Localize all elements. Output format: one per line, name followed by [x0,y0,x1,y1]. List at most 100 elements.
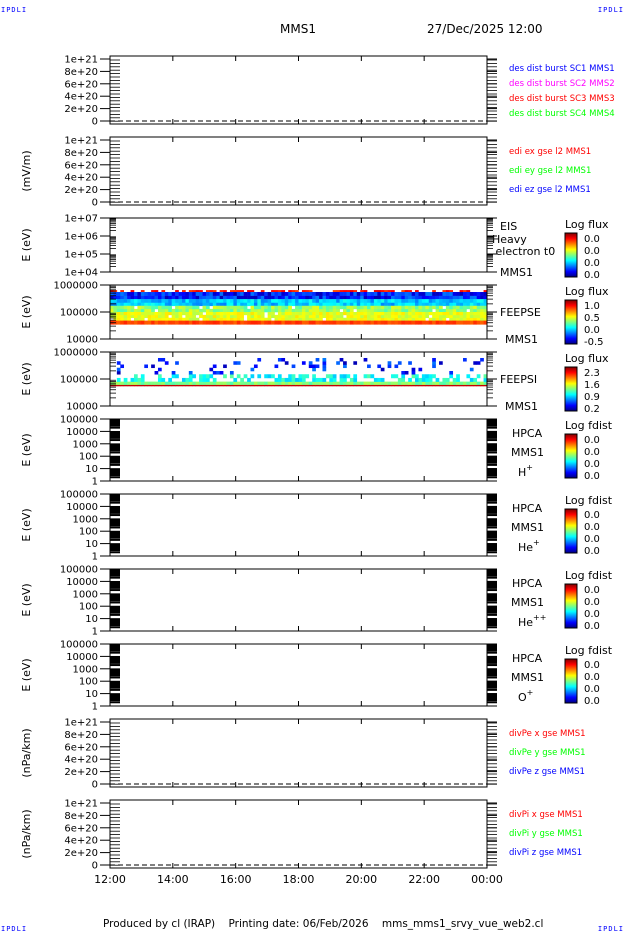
spectrogram-cell [473,377,478,382]
spectrogram-cell [295,317,299,321]
spectrogram-cell [271,320,275,325]
spectrogram-cell [147,314,152,319]
spectrogram-cell [380,312,385,316]
colorbar-title: Log flux [565,285,609,298]
spectrogram-cell [295,314,299,319]
spectrogram-cell [353,292,358,296]
spectrogram-cell [192,312,196,316]
spectrogram-cell [305,320,310,325]
spectrogram-cell [469,314,474,319]
spectrogram-cell [483,374,488,379]
spectrogram-cell [123,295,128,300]
spectrogram-cell [216,308,220,313]
spectrogram-cell [154,317,159,321]
spectrogram-cell [164,292,169,296]
panel-frame [109,418,488,482]
spectrogram-cell [353,381,358,385]
spectrogram-cell [133,317,138,321]
spectrogram-cell [411,312,416,316]
spectrogram-cell [277,308,282,313]
spectrogram-cell [343,317,347,321]
spectrogram-cell [130,295,135,300]
spectrogram-cell [305,305,310,310]
spectrogram-cell [188,370,193,375]
spectrogram-cell [360,384,364,387]
spectrogram-cell [236,320,241,325]
instrument-label: HPCA [512,427,543,440]
spectrogram-cell [226,314,231,319]
spectrogram-cell [397,314,402,319]
spectrogram-cell [123,312,128,316]
spectrogram-cell [185,320,190,325]
spectrogram-cell [209,381,214,385]
spectrogram-cell [274,308,279,313]
spectrogram-cell [157,317,162,321]
spectrogram-cell [247,320,251,325]
spectrogram-cell [305,308,310,313]
spectrogram-cell [271,305,275,310]
spectrogram-cell [291,302,296,307]
spectrogram-cell [312,317,316,321]
spectrogram-cell [404,299,409,303]
spectrogram-cell [411,305,416,310]
spectrogram-cell [421,292,426,296]
y-tick-label: 8e+20 [64,811,98,822]
spectrogram-cell [168,312,172,316]
spectrogram-cell [247,299,251,303]
spectrogram-cell [466,302,471,307]
spectrogram-cell [288,295,292,300]
spectrogram-cell [411,384,416,387]
y-tick-label: 1000000 [53,281,98,292]
x-tick-label-1400: 14:00 [157,873,189,886]
spectrogram-cell [281,299,286,303]
spectrogram-cell [123,308,128,313]
spectrogram-cell [339,384,344,387]
y-axis-label: (nPa/km) [20,809,33,858]
spectrogram-cell [322,314,327,319]
series-legend-label: divPi z gse MMS1 [509,848,582,858]
colorbar [564,508,578,554]
spectrogram-cell [315,292,320,296]
spectrogram-cell [260,381,265,385]
spectrogram-cell [343,384,347,387]
spectrogram-cell [377,308,382,313]
spectrogram-cell [319,384,323,387]
spectrogram-cell [281,292,286,296]
spectrogram-cell [356,312,361,316]
spectrogram-cell [312,381,316,385]
spectrogram-cell [140,374,145,379]
spectrogram-cell [205,314,210,319]
spectrogram-cell [233,295,238,300]
spectrogram-cell [425,308,430,313]
spectrogram-cell [387,361,392,365]
spectrogram-cell [456,302,460,307]
colorbar-tick-label: 0.0 [584,621,600,632]
spectrogram-cell [346,292,351,296]
spectrogram-cell [212,308,217,313]
spectrogram-cell [401,312,406,316]
spectrogram-cell [188,290,193,293]
spectrogram-cell [308,295,313,300]
spectrogram-cell [322,312,327,316]
spectrogram-cell [428,305,433,310]
spectrogram-cell [212,381,217,385]
spectrogram-cell [277,314,282,319]
spectrogram-cell [377,302,382,307]
spectrogram-cell [370,312,375,316]
series-legend-label: des dist burst SC2 MMS2 [509,79,615,89]
y-tick-label: 1 [92,702,98,713]
spectrogram-cell [188,292,193,296]
spectrogram-cell [192,292,196,296]
spectrogram-cell [391,312,395,316]
spectrogram-cell [178,317,183,321]
spectrogram-cell [116,295,121,300]
spectrogram-cell [380,384,385,387]
spectrogram-cell [240,299,244,303]
spectrogram-cell [353,295,358,300]
spectrogram-cell [199,292,203,296]
spectrogram-cell [240,317,244,321]
spectrogram-cell [229,374,234,379]
spectrogram-cell [428,377,433,382]
colorbar-tick-label: 0.0 [584,325,600,336]
